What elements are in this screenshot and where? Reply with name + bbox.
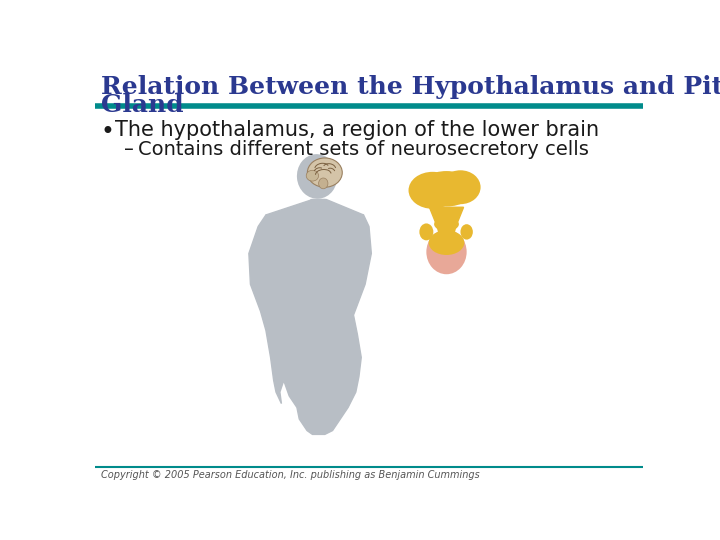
Ellipse shape bbox=[434, 217, 459, 231]
Ellipse shape bbox=[307, 158, 342, 187]
Text: –: – bbox=[124, 140, 134, 159]
Ellipse shape bbox=[461, 224, 473, 240]
Polygon shape bbox=[249, 215, 372, 434]
Polygon shape bbox=[429, 207, 464, 238]
Ellipse shape bbox=[441, 170, 481, 204]
Ellipse shape bbox=[418, 171, 474, 206]
Ellipse shape bbox=[306, 170, 319, 181]
Polygon shape bbox=[266, 200, 364, 215]
Ellipse shape bbox=[408, 172, 456, 209]
Ellipse shape bbox=[428, 231, 464, 255]
Ellipse shape bbox=[419, 224, 433, 240]
Text: Copyright © 2005 Pearson Education, Inc. publishing as Benjamin Cummings: Copyright © 2005 Pearson Education, Inc.… bbox=[101, 470, 480, 480]
Polygon shape bbox=[311, 200, 326, 213]
Ellipse shape bbox=[297, 154, 337, 199]
Text: Contains different sets of neurosecretory cells: Contains different sets of neurosecretor… bbox=[138, 140, 589, 159]
Text: Relation Between the Hypothalamus and Pituitary: Relation Between the Hypothalamus and Pi… bbox=[101, 75, 720, 99]
Ellipse shape bbox=[426, 230, 467, 274]
Text: Gland: Gland bbox=[101, 93, 184, 117]
Ellipse shape bbox=[319, 178, 328, 189]
Text: •: • bbox=[101, 120, 114, 144]
Text: The hypothalamus, a region of the lower brain: The hypothalamus, a region of the lower … bbox=[114, 120, 599, 140]
